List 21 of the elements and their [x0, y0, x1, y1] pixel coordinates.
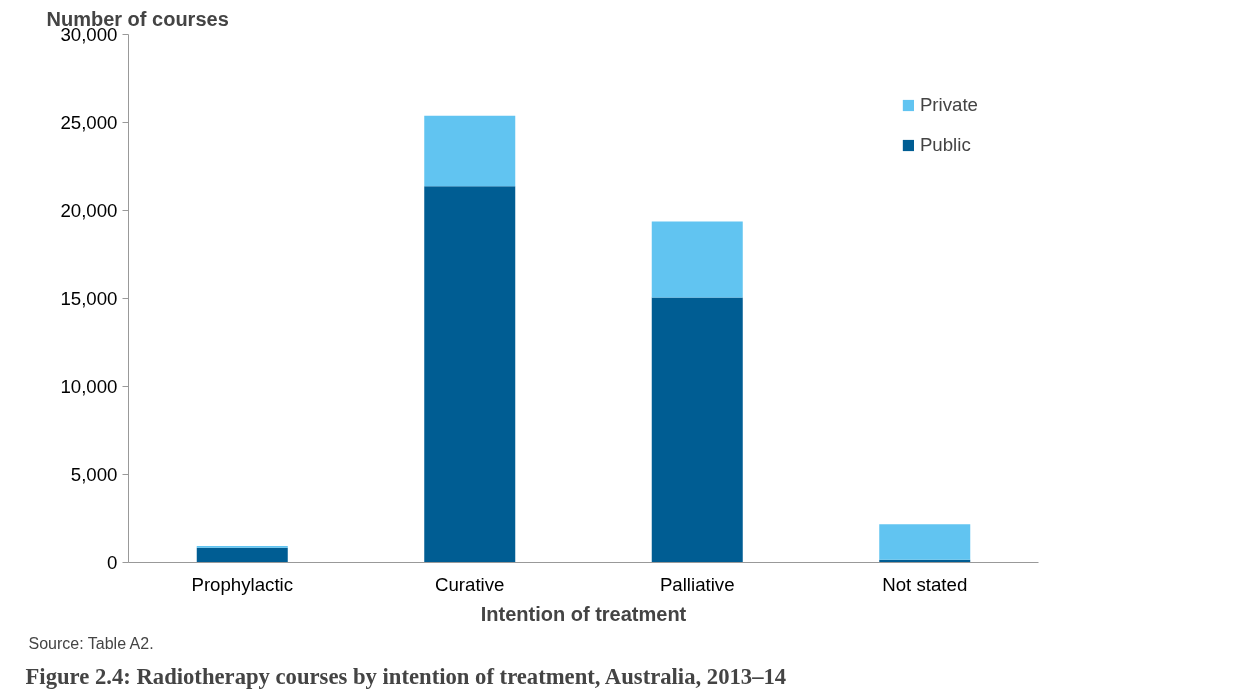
y-tick-label: 20,000 [60, 200, 118, 221]
x-tick-label: Not stated [882, 573, 968, 595]
legend-label: Private [919, 94, 978, 116]
bar [196, 547, 288, 563]
x-tick-label: Curative [435, 573, 505, 595]
bar [651, 297, 743, 563]
source-note: Source: Table A2. [28, 634, 154, 652]
bar [879, 524, 971, 560]
x-axis-title: Intention of treatment [480, 602, 687, 625]
bar [424, 186, 516, 563]
y-tick-label: 10,000 [60, 376, 118, 397]
bar [424, 115, 516, 187]
y-tick-label: 15,000 [60, 288, 118, 309]
text: Figure 2.4: Radiotherapy courses by intention of treatment, Australia, 2013–14 [25, 663, 787, 689]
y-tick-label: 5,000 [70, 464, 118, 485]
legend-label: Public [919, 134, 971, 156]
y-tick-label: 25,000 [60, 112, 118, 133]
x-tick-label: Palliative [659, 573, 735, 595]
x-tick-label: Prophylactic [191, 573, 294, 595]
bar [651, 221, 743, 298]
y-tick-label: 0 [107, 552, 118, 573]
